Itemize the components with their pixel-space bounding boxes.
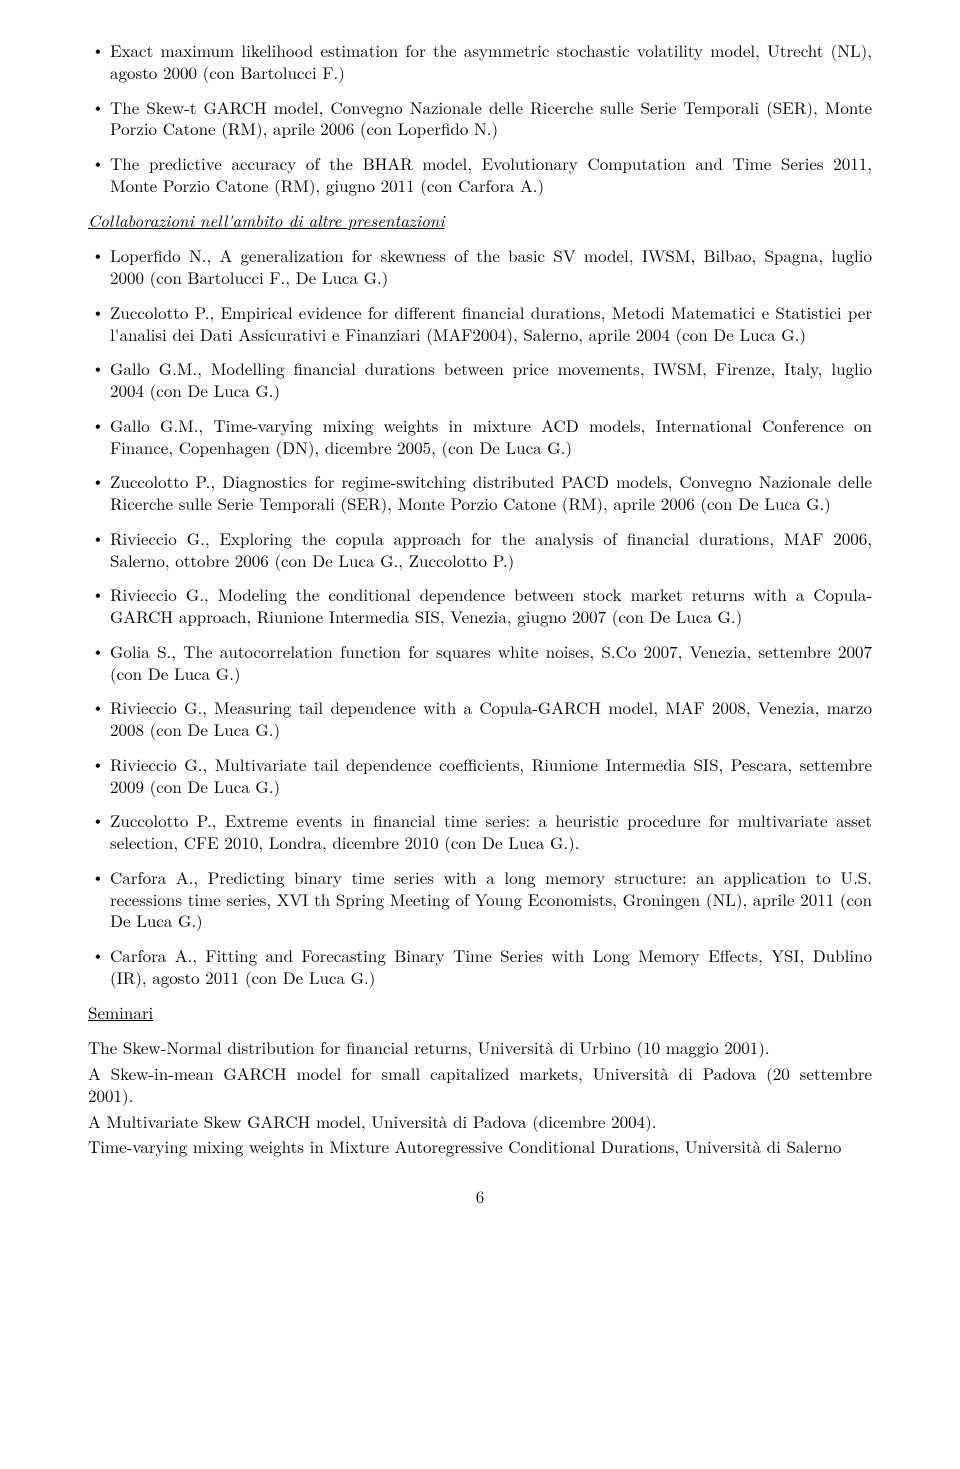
list-item: Rivieccio G., Multivariate tail dependen… (88, 754, 872, 798)
top-presentation-list: Exact maximum likelihood estimation for … (88, 40, 872, 197)
list-item: Rivieccio G., Exploring the copula appro… (88, 528, 872, 572)
seminar-entry: The Skew-Normal distribution for financi… (88, 1037, 872, 1059)
list-item-text: Gallo G.M., Modelling financial duration… (110, 356, 872, 402)
list-item: Zuccolotto P., Extreme events in financi… (88, 810, 872, 854)
section-heading-seminari: Seminari (88, 1002, 872, 1024)
list-item-text: The Skew-t GARCH model, Convegno Naziona… (110, 95, 872, 141)
list-item: Gallo G.M., Modelling financial duration… (88, 358, 872, 402)
list-item: Golia S., The autocorrelation function f… (88, 641, 872, 685)
list-item: Zuccolotto P., Empirical evidence for di… (88, 302, 872, 346)
collaboration-list: Loperfido N., A generalization for skewn… (88, 245, 872, 988)
list-item: The Skew-t GARCH model, Convegno Naziona… (88, 97, 872, 141)
list-item-text: Rivieccio G., Multivariate tail dependen… (110, 752, 872, 798)
list-item-text: Rivieccio G., Measuring tail dependence … (110, 695, 872, 741)
list-item: Rivieccio G., Modeling the conditional d… (88, 584, 872, 628)
list-item-text: Rivieccio G., Modeling the conditional d… (110, 582, 872, 628)
list-item-text: Carfora A., Predicting binary time serie… (110, 865, 872, 933)
list-item: Rivieccio G., Measuring tail dependence … (88, 697, 872, 741)
list-item: Carfora A., Predicting binary time serie… (88, 867, 872, 932)
section-heading-collaborations: Collaborazioni nell'ambito di altre pres… (88, 210, 872, 232)
list-item-text: Carfora A., Fitting and Forecasting Bina… (110, 943, 872, 989)
list-item-text: Gallo G.M., Time-varying mixing weights … (110, 413, 872, 459)
seminar-entry: A Multivariate Skew GARCH model, Univers… (88, 1111, 872, 1133)
list-item-text: Zuccolotto P., Empirical evidence for di… (110, 300, 872, 346)
list-item-text: Golia S., The autocorrelation function f… (110, 639, 872, 685)
list-item: Loperfido N., A generalization for skewn… (88, 245, 872, 289)
list-item-text: Zuccolotto P., Extreme events in financi… (110, 808, 872, 854)
list-item: Zuccolotto P., Diagnostics for regime-sw… (88, 471, 872, 515)
list-item-text: Exact maximum likelihood estimation for … (110, 38, 872, 84)
list-item-text: The predictive accuracy of the BHAR mode… (110, 151, 872, 197)
list-item-text: Loperfido N., A generalization for skewn… (110, 243, 872, 289)
list-item: Carfora A., Fitting and Forecasting Bina… (88, 945, 872, 989)
page-number: 6 (88, 1186, 872, 1208)
list-item-text: Rivieccio G., Exploring the copula appro… (110, 526, 872, 572)
list-item: Exact maximum likelihood estimation for … (88, 40, 872, 84)
seminar-entry: A Skew-in-mean GARCH model for small cap… (88, 1063, 872, 1107)
seminar-entry: Time-varying mixing weights in Mixture A… (88, 1136, 872, 1158)
list-item: Gallo G.M., Time-varying mixing weights … (88, 415, 872, 459)
list-item-text: Zuccolotto P., Diagnostics for regime-sw… (110, 469, 872, 515)
list-item: The predictive accuracy of the BHAR mode… (88, 153, 872, 197)
